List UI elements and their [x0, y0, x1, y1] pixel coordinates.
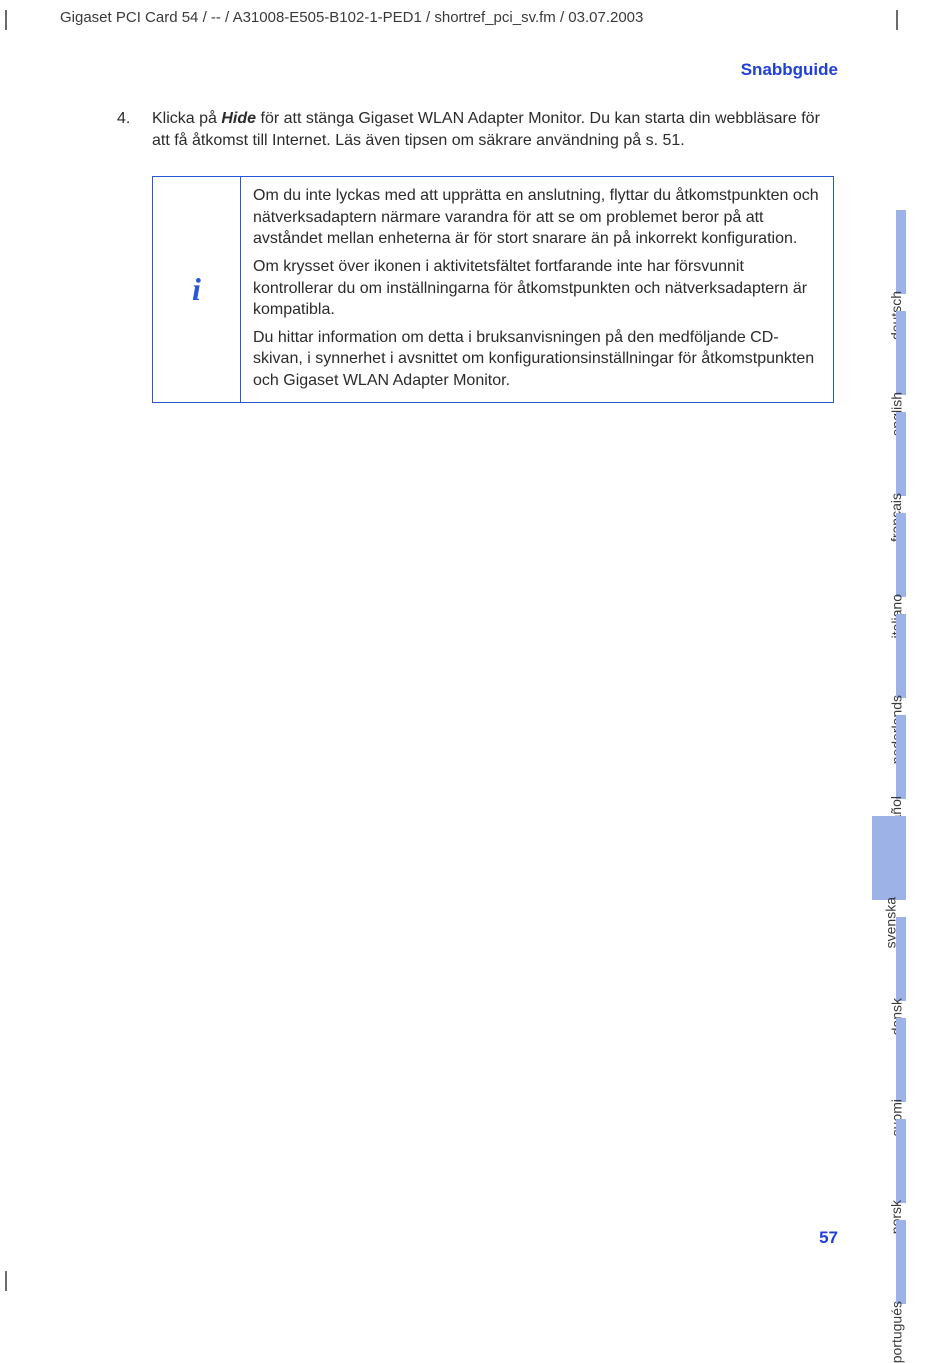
crop-mark — [5, 10, 7, 30]
info-icon: i — [192, 271, 201, 308]
text-bold: Hide — [221, 110, 256, 127]
crop-mark — [5, 1271, 7, 1291]
language-tabs: deutsch english français italiano nederl… — [868, 210, 906, 1321]
info-paragraph: Du hittar information om detta i bruksan… — [253, 327, 821, 392]
text-pre: Klicka på — [152, 110, 221, 127]
lang-tab-portugues[interactable]: portugués — [868, 1220, 906, 1304]
section-title: Snabbguide — [741, 60, 838, 80]
lang-tab-italiano[interactable]: italiano — [868, 513, 906, 597]
lang-tab-dansk[interactable]: dansk — [868, 917, 906, 1001]
lang-tab-deutsch[interactable]: deutsch — [868, 210, 906, 294]
lang-tab-norsk[interactable]: norsk — [868, 1119, 906, 1203]
step-text: Klicka på Hide för att stänga Gigaset WL… — [152, 108, 837, 151]
step-number: 4. — [117, 108, 152, 151]
lang-tab-nederlands[interactable]: nederlands — [868, 614, 906, 698]
info-content: Om du inte lyckas med att upprätta en an… — [241, 177, 833, 401]
info-paragraph: Om krysset över ikonen i aktivitetsfälte… — [253, 256, 821, 321]
lang-tab-espanol[interactable]: español — [868, 715, 906, 799]
info-paragraph: Om du inte lyckas med att upprätta en an… — [253, 185, 821, 250]
lang-tab-francais[interactable]: français — [868, 412, 906, 496]
page-number: 57 — [819, 1228, 838, 1248]
body-content: 4. Klicka på Hide för att stänga Gigaset… — [117, 108, 837, 403]
numbered-step: 4. Klicka på Hide för att stänga Gigaset… — [117, 108, 837, 151]
lang-tab-svenska[interactable]: svenska — [868, 816, 906, 900]
lang-tab-suomi[interactable]: suomi — [868, 1018, 906, 1102]
lang-tab-english[interactable]: english — [868, 311, 906, 395]
info-icon-cell: i — [153, 177, 241, 401]
document-header: Gigaset PCI Card 54 / -- / A31008-E505-B… — [60, 9, 643, 26]
crop-mark — [896, 10, 898, 30]
info-callout: i Om du inte lyckas med att upprätta en … — [152, 176, 834, 402]
